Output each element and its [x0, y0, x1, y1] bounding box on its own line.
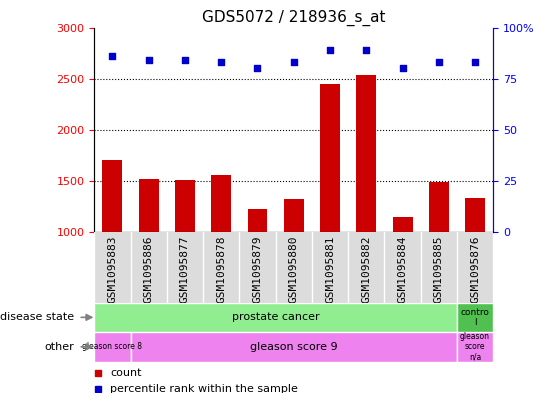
Bar	[392, 217, 412, 334]
Text: GSM1095881: GSM1095881	[325, 235, 335, 303]
Text: gleason score 8: gleason score 8	[82, 342, 142, 351]
Text: gleason score 9: gleason score 9	[250, 342, 337, 352]
Point	[108, 53, 117, 59]
Bar	[211, 175, 231, 334]
Bar	[130, 332, 457, 362]
Text: GSM1095886: GSM1095886	[144, 235, 154, 303]
Text: gleason
score
n/a: gleason score n/a	[460, 332, 490, 362]
Point	[471, 59, 479, 65]
Text: GSM1095882: GSM1095882	[361, 235, 371, 303]
Point	[289, 59, 298, 65]
Text: GSM1095879: GSM1095879	[252, 235, 262, 303]
Point	[144, 57, 153, 63]
Point	[434, 59, 443, 65]
Point	[253, 65, 262, 72]
Point	[362, 47, 371, 53]
Point	[217, 59, 225, 65]
Text: GSM1095883: GSM1095883	[107, 235, 118, 303]
Bar	[465, 198, 485, 334]
Text: GSM1095877: GSM1095877	[180, 235, 190, 303]
Text: prostate cancer: prostate cancer	[232, 312, 320, 322]
Bar	[356, 75, 376, 334]
Text: contro
l: contro l	[461, 308, 489, 327]
Text: percentile rank within the sample: percentile rank within the sample	[110, 384, 298, 393]
Bar	[457, 303, 493, 332]
Bar	[457, 332, 493, 362]
Text: other: other	[45, 342, 74, 352]
Text: GSM1095884: GSM1095884	[398, 235, 407, 303]
Bar	[320, 84, 340, 334]
Bar	[94, 232, 493, 303]
Bar	[94, 332, 130, 362]
Bar	[139, 179, 158, 334]
Title: GDS5072 / 218936_s_at: GDS5072 / 218936_s_at	[202, 10, 385, 26]
Text: GSM1095878: GSM1095878	[216, 235, 226, 303]
Bar	[102, 160, 122, 334]
Text: GSM1095880: GSM1095880	[289, 235, 299, 303]
Bar	[247, 209, 267, 334]
Bar	[175, 180, 195, 334]
Point	[326, 47, 334, 53]
Text: GSM1095885: GSM1095885	[434, 235, 444, 303]
Text: count: count	[110, 368, 142, 378]
Bar	[429, 182, 449, 334]
Point	[398, 65, 407, 72]
Text: disease state: disease state	[0, 312, 74, 322]
Point	[181, 57, 189, 63]
Text: GSM1095876: GSM1095876	[470, 235, 480, 303]
Bar	[284, 199, 304, 334]
